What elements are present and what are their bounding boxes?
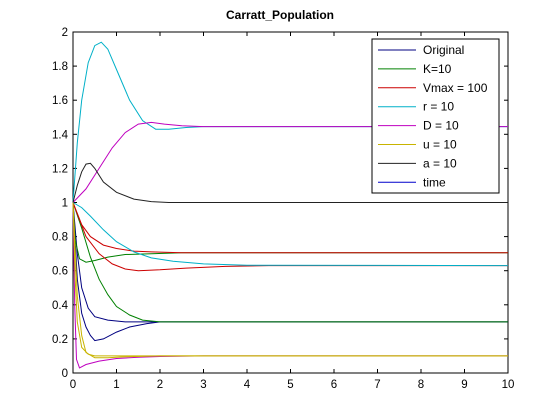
x-tick-label: 0 xyxy=(70,379,76,391)
legend-label: Vmax = 100 xyxy=(423,81,488,95)
series-line-2 xyxy=(72,202,508,254)
y-tick-label: 0.6 xyxy=(52,266,68,278)
series-line-0 xyxy=(72,202,508,323)
y-tick-label: 0 xyxy=(62,368,68,380)
series-line-4 xyxy=(72,121,508,203)
x-tick-label: 2 xyxy=(157,379,163,391)
legend-label: Original xyxy=(423,43,464,57)
series-line-2 xyxy=(72,202,508,272)
y-tick-label: 1.6 xyxy=(52,95,68,107)
y-tick-label: 2 xyxy=(62,27,68,39)
legend-label: K=10 xyxy=(423,62,452,76)
x-tick-label: 7 xyxy=(374,379,380,391)
x-tick-label: 5 xyxy=(287,379,293,391)
series-line-5 xyxy=(72,202,508,359)
y-tick-label: 1 xyxy=(62,198,68,210)
y-tick-label: 0.8 xyxy=(52,232,68,244)
chart-title: Carratt_Population xyxy=(226,8,334,22)
y-tick-label: 0.2 xyxy=(52,334,68,346)
x-tick-label: 9 xyxy=(461,379,467,391)
legend-label: r = 10 xyxy=(423,100,454,114)
x-tick-label: 10 xyxy=(502,379,515,391)
legend-label: u = 10 xyxy=(423,138,457,152)
legend-box xyxy=(371,38,500,194)
axis-ticks: 0 1 2 3 4 5 6 7 8 9 10 0 0.2 0.4 0.6 0.8 1 1.2 1.4 1.6 1.8 2 xyxy=(52,27,514,391)
y-tick-label: 1.8 xyxy=(52,61,68,73)
x-tick-label: 1 xyxy=(113,379,119,391)
series-line-3 xyxy=(72,202,509,267)
series-line-1 xyxy=(72,202,508,323)
y-tick-label: 1.4 xyxy=(52,129,69,141)
legend-label: time xyxy=(423,175,446,189)
x-tick-label: 4 xyxy=(244,379,251,391)
x-tick-label: 3 xyxy=(200,379,206,391)
legend-label: a = 10 xyxy=(423,156,457,170)
series-line-3 xyxy=(72,41,508,203)
x-tick-label: 8 xyxy=(418,379,424,391)
y-tick-label: 1.2 xyxy=(52,163,68,175)
series-line-6 xyxy=(72,162,508,203)
legend: Original K=10 Vmax = 100 r = 10 D = 10 u = 10… xyxy=(371,38,500,194)
x-tick-label: 6 xyxy=(331,379,337,391)
y-tick-label: 0.4 xyxy=(52,300,69,312)
legend-label: D = 10 xyxy=(423,119,459,133)
series-layer xyxy=(72,41,509,369)
